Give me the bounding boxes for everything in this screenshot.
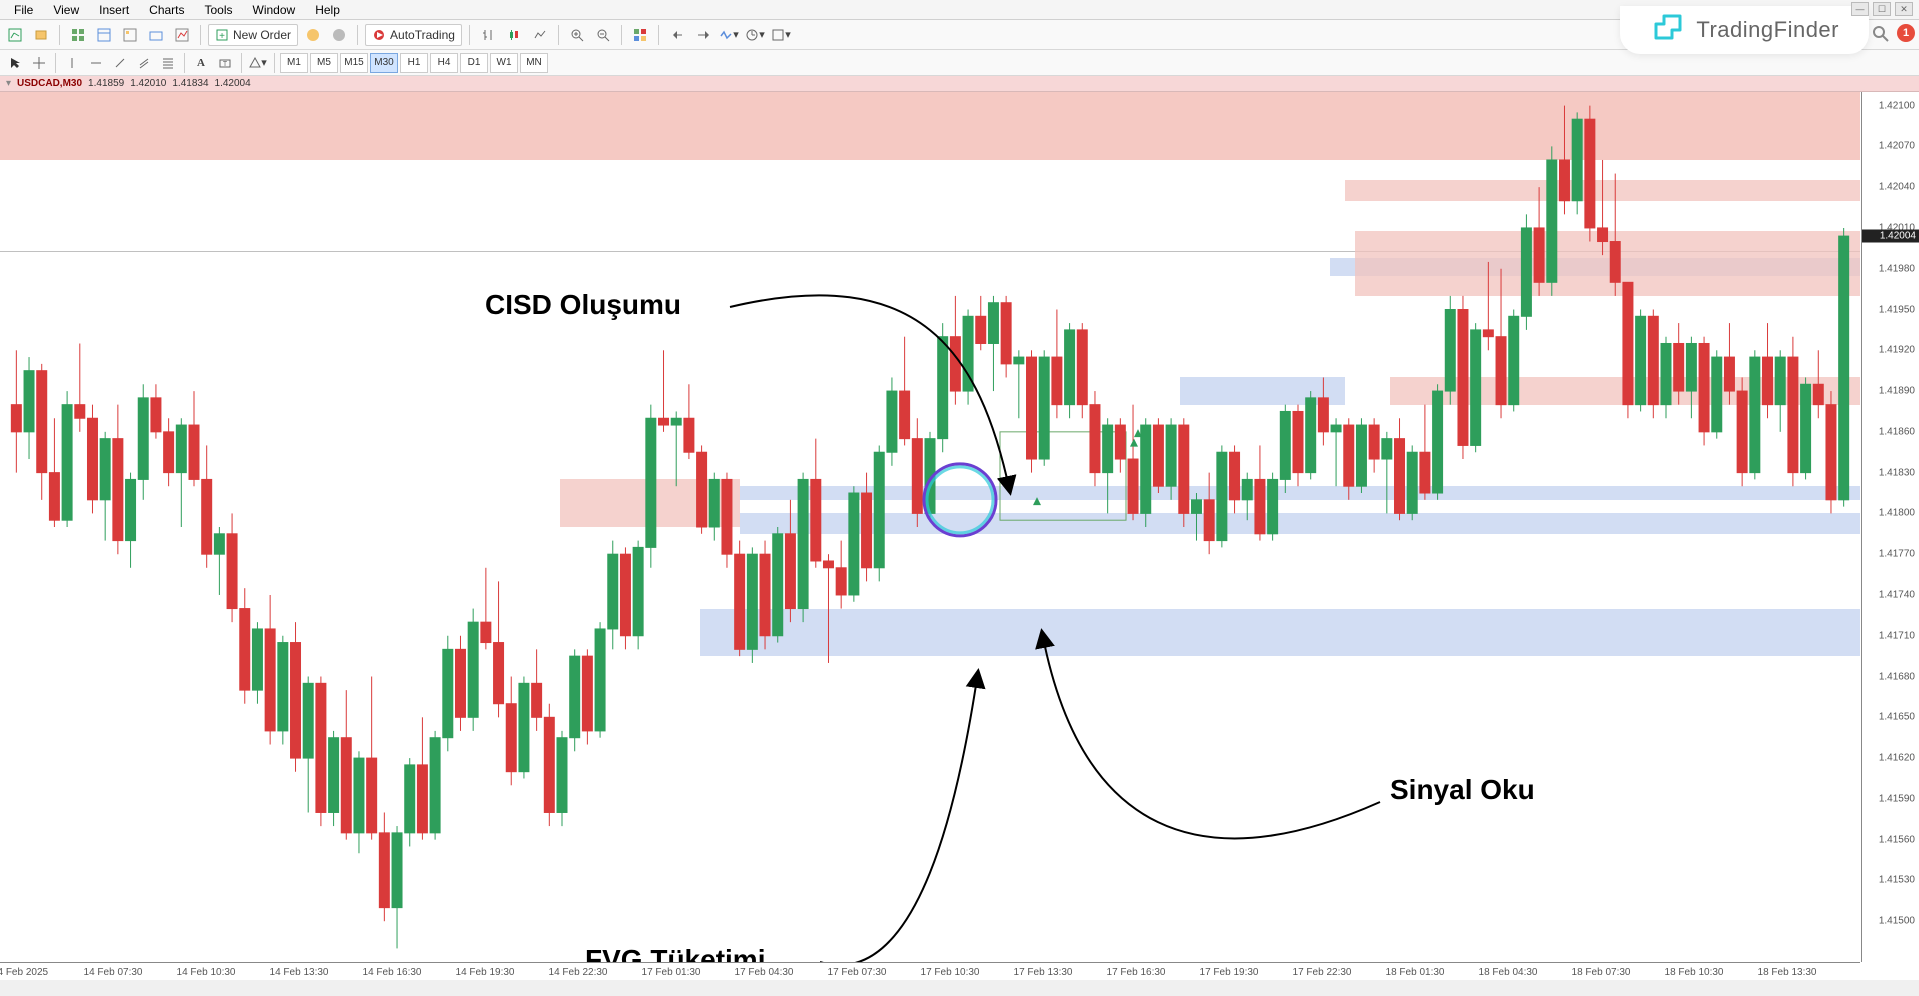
separator: [658, 25, 659, 45]
separator: [357, 25, 358, 45]
shift-icon[interactable]: [692, 24, 714, 46]
timeframe-h4[interactable]: H4: [430, 53, 458, 73]
separator: [469, 25, 470, 45]
line-chart-icon[interactable]: [529, 24, 551, 46]
notification-badge[interactable]: 1: [1897, 24, 1915, 42]
hline-icon[interactable]: [85, 52, 107, 74]
menu-help[interactable]: Help: [305, 1, 350, 19]
indicators-icon[interactable]: ▾: [718, 24, 740, 46]
tile-icon[interactable]: [629, 24, 651, 46]
candle-chart-icon[interactable]: [503, 24, 525, 46]
new-chart-icon[interactable]: [4, 24, 26, 46]
menu-file[interactable]: File: [4, 1, 43, 19]
menu-view[interactable]: View: [43, 1, 89, 19]
autotrading-button[interactable]: AutoTrading: [365, 24, 462, 46]
close-button[interactable]: ✕: [1895, 2, 1913, 16]
separator: [241, 53, 242, 73]
svg-text:T: T: [223, 61, 228, 68]
ohlc-close: 1.42004: [215, 78, 251, 89]
separator: [184, 53, 185, 73]
separator: [558, 25, 559, 45]
data-window-icon[interactable]: [93, 24, 115, 46]
terminal-icon[interactable]: [145, 24, 167, 46]
separator: [200, 25, 201, 45]
periods-icon[interactable]: ▾: [744, 24, 766, 46]
zoom-out-icon[interactable]: [592, 24, 614, 46]
maximize-button[interactable]: ☐: [1873, 2, 1891, 16]
search-icon[interactable]: [1871, 24, 1891, 44]
ohlc-low: 1.41834: [172, 78, 208, 89]
price-axis: 1.421001.420701.420401.420101.419801.419…: [1861, 92, 1919, 962]
zoom-in-icon[interactable]: [566, 24, 588, 46]
fibo-icon[interactable]: [157, 52, 179, 74]
annotation-label: Sinyal Oku: [1390, 774, 1535, 806]
brand-text: TradingFinder: [1696, 17, 1839, 43]
bar-chart-icon[interactable]: [477, 24, 499, 46]
text-icon[interactable]: A: [190, 52, 212, 74]
minimize-button[interactable]: —: [1851, 2, 1869, 16]
window-buttons: — ☐ ✕: [1851, 2, 1913, 16]
menu-insert[interactable]: Insert: [89, 1, 139, 19]
vline-icon[interactable]: [61, 52, 83, 74]
chart-area[interactable]: CISD OluşumuSinyal OkuFVG Tüketimi 1.421…: [0, 92, 1919, 980]
timeframe-d1[interactable]: D1: [460, 53, 488, 73]
navigator-icon[interactable]: [119, 24, 141, 46]
shapes-icon[interactable]: ▾: [247, 52, 269, 74]
timeframe-h1[interactable]: H1: [400, 53, 428, 73]
menu-window[interactable]: Window: [243, 1, 306, 19]
separator: [55, 53, 56, 73]
time-axis: 14 Feb 202514 Feb 07:3014 Feb 10:3014 Fe…: [0, 962, 1860, 980]
new-order-label: New Order: [233, 28, 291, 42]
timeframe-m15[interactable]: M15: [340, 53, 368, 73]
ohlc-high: 1.42010: [130, 78, 166, 89]
menu-charts[interactable]: Charts: [139, 1, 194, 19]
new-order-button[interactable]: + New Order: [208, 24, 298, 46]
timeframe-mn[interactable]: MN: [520, 53, 548, 73]
separator: [274, 53, 275, 73]
timeframe-m5[interactable]: M5: [310, 53, 338, 73]
crosshair-icon[interactable]: [28, 52, 50, 74]
drawing-toolbar: A T ▾ M1M5M15M30H1H4D1W1MN: [0, 50, 1919, 76]
timeframe-m1[interactable]: M1: [280, 53, 308, 73]
autotrading-label: AutoTrading: [390, 28, 455, 42]
timeframe-w1[interactable]: W1: [490, 53, 518, 73]
timeframe-m30[interactable]: M30: [370, 53, 398, 73]
channel-icon[interactable]: [133, 52, 155, 74]
expert-icon[interactable]: [328, 24, 350, 46]
metaquotes-icon[interactable]: [302, 24, 324, 46]
menu-tools[interactable]: Tools: [195, 1, 243, 19]
separator: [59, 25, 60, 45]
ohlc-open: 1.41859: [88, 78, 124, 89]
text-label-icon[interactable]: T: [214, 52, 236, 74]
separator: [621, 25, 622, 45]
brand-logo: TradingFinder: [1620, 6, 1869, 54]
scroll-icon[interactable]: [666, 24, 688, 46]
strategy-tester-icon[interactable]: [171, 24, 193, 46]
profiles-icon[interactable]: [30, 24, 52, 46]
annotation-label: CISD Oluşumu: [485, 289, 681, 321]
svg-text:+: +: [219, 31, 225, 42]
cursor-icon[interactable]: [4, 52, 26, 74]
current-price-tag: 1.42004: [1862, 230, 1919, 243]
symbol-info-bar: ▾ USDCAD,M30 1.41859 1.42010 1.41834 1.4…: [0, 76, 1919, 92]
trendline-icon[interactable]: [109, 52, 131, 74]
templates-icon[interactable]: ▾: [770, 24, 792, 46]
market-watch-icon[interactable]: [67, 24, 89, 46]
symbol-label: USDCAD,M30: [17, 78, 82, 89]
